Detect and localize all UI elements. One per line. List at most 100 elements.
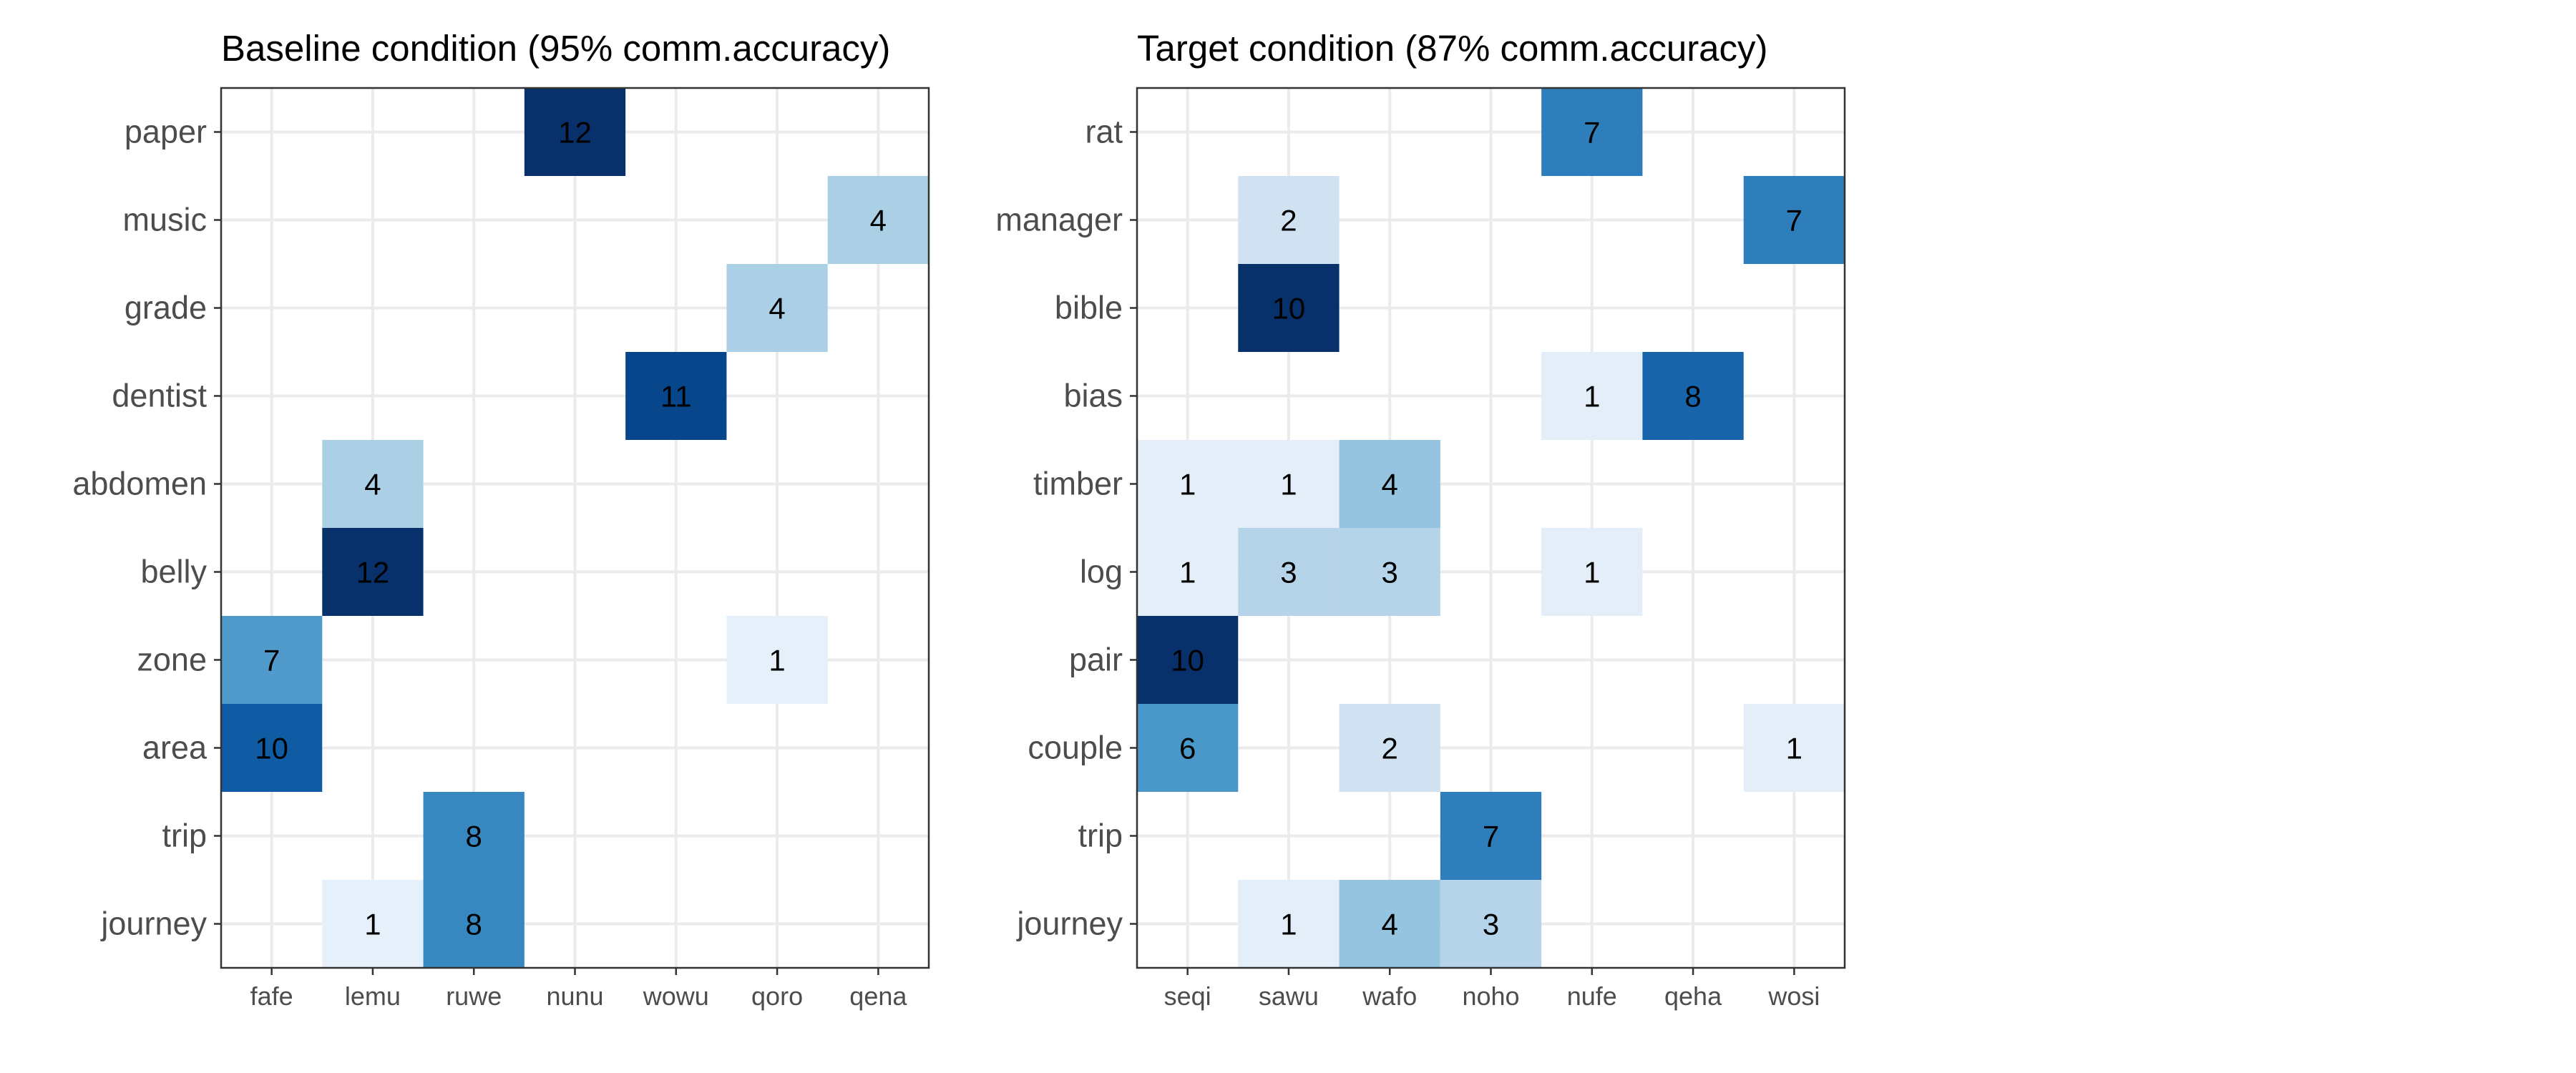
cell-value-label: 2 [1382,732,1398,765]
heatmap-cell-journey-noho [1440,880,1542,968]
cell-value-label: 1 [1584,380,1600,413]
heatmap-cell-manager-sawu [1238,176,1340,264]
panel-title: Baseline condition (95% comm.accuracy) [221,28,890,69]
heatmap-cell-manager-wosi [1743,176,1845,264]
y-tick-label: journey [99,906,207,942]
y-tick-label: couple [1028,730,1123,766]
cell-value-label: 4 [364,468,381,501]
x-tick-label: nufe [1567,981,1617,1011]
y-tick-label: music [122,202,207,238]
heatmap-panel-1: Baseline condition (95% comm.accuracy) 12… [72,28,930,1011]
x-tick-label: wafo [1362,981,1417,1011]
x-tick-label: seqi [1164,981,1211,1011]
cell-value-label: 7 [1584,116,1600,150]
cell-value-label: 4 [769,292,785,325]
heatmap-cell-grade-qoro [726,264,828,352]
x-tick-label: ruwe [446,981,502,1011]
heatmap-cell-timber-wafo [1339,440,1440,528]
heatmap-cell-music-qena [827,176,929,264]
y-tick-label: journey [1015,906,1123,942]
cell-value-label: 1 [1280,908,1297,941]
heatmap-cell-paper-nunu [524,88,626,176]
y-tick-label: trip [1078,818,1123,854]
heatmap-cell-rat-nufe [1541,88,1643,176]
y-axis: rat manager bible bias timber log pair couple tr… [995,114,1137,942]
x-tick-label: nunu [546,981,603,1011]
x-tick-label: lemu [345,981,401,1011]
heatmap-cell-timber-sawu [1238,440,1340,528]
cell-value-label: 10 [1272,292,1306,325]
cell-value-label: 6 [1179,732,1196,765]
cell-value-label: 1 [1786,732,1802,765]
cell-value-label: 11 [660,380,692,413]
cell-value-label: 7 [1786,204,1802,237]
heatmap-cell-couple-wafo [1339,704,1440,792]
heatmap-cell-dentist-wowu [625,352,727,440]
y-tick-label: timber [1033,466,1123,502]
cell-value-label: 8 [1684,380,1701,413]
x-tick-label: noho [1462,981,1519,1011]
grid-lines [1137,88,1845,968]
y-tick-label: dentist [112,378,207,414]
heatmap-cells: 7 2 7 10 1 8 1 1 4 1 3 3 1 10 6 2 1 7 1 4 3 [1137,88,1845,968]
heatmap-panel-2: Target condition (87% comm.accuracy) 7 2 7 1… [995,28,1846,1011]
cell-value-label: 8 [466,820,482,853]
x-tick-label: fafe [250,981,293,1011]
heatmap-cell-journey-sawu [1238,880,1340,968]
panel-title: Target condition (87% comm.accuracy) [1137,28,1768,69]
cell-value-label: 4 [870,204,887,237]
x-axis: seqi sawu wafo noho nufe qeha wosi [1164,968,1820,1011]
y-tick-label: trip [162,818,207,854]
heatmap-cell-timber-seqi [1137,440,1239,528]
cell-value-label: 4 [1382,908,1398,941]
cell-value-label: 8 [466,908,482,941]
heatmap-cell-journey-ruwe [423,880,525,968]
heatmap-cell-couple-seqi [1137,704,1239,792]
cell-value-label: 12 [356,556,390,589]
cell-value-label: 4 [1382,468,1398,501]
heatmap-cell-trip-noho [1440,792,1542,880]
cell-value-label: 7 [1483,820,1499,853]
cell-value-label: 1 [1280,468,1297,501]
heatmap-cell-belly-lemu [322,528,424,616]
y-tick-label: pair [1069,642,1123,678]
y-tick-label: paper [125,114,207,150]
y-tick-label: bias [1063,378,1123,414]
y-tick-label: belly [140,554,207,590]
y-tick-label: abdomen [72,466,207,502]
cell-value-label: 3 [1280,556,1297,589]
y-tick-label: log [1080,554,1123,590]
heatmap-cell-couple-wosi [1743,704,1845,792]
heatmap-cell-zone-fafe [221,616,323,704]
heatmap-cell-pair-seqi [1137,616,1239,704]
cell-value-label: 3 [1483,908,1499,941]
x-tick-label: qena [849,981,907,1011]
heatmap-cell-bias-nufe [1541,352,1643,440]
cell-value-label: 10 [1171,644,1204,677]
cell-value-label: 12 [558,116,592,150]
heatmap-cell-bible-sawu [1238,264,1340,352]
cell-value-label: 3 [1382,556,1398,589]
cell-value-label: 1 [769,644,785,677]
heatmap-cell-log-sawu [1238,528,1340,616]
x-tick-label: qeha [1664,981,1722,1011]
cell-value-label: 7 [263,644,280,677]
y-tick-label: manager [995,202,1123,238]
cell-value-label: 1 [1179,468,1196,501]
heatmap-cell-log-nufe [1541,528,1643,616]
y-tick-label: bible [1055,290,1123,326]
x-tick-label: qoro [751,981,803,1011]
heatmap-cell-journey-lemu [322,880,424,968]
heatmap-cell-bias-qeha [1642,352,1744,440]
y-tick-label: grade [125,290,207,326]
cell-value-label: 2 [1280,204,1297,237]
x-axis: fafe lemu ruwe nunu wowu qoro qena [250,968,907,1011]
heatmap-cell-abdomen-lemu [322,440,424,528]
heatmap-cell-zone-qoro [726,616,828,704]
heatmap-cells: 12 4 4 11 4 12 7 1 10 8 1 8 [221,88,929,968]
heatmap-cell-area-fafe [221,704,323,792]
heatmap-cell-log-wafo [1339,528,1440,616]
cell-value-label: 10 [255,732,288,765]
heatmap-cell-log-seqi [1137,528,1239,616]
